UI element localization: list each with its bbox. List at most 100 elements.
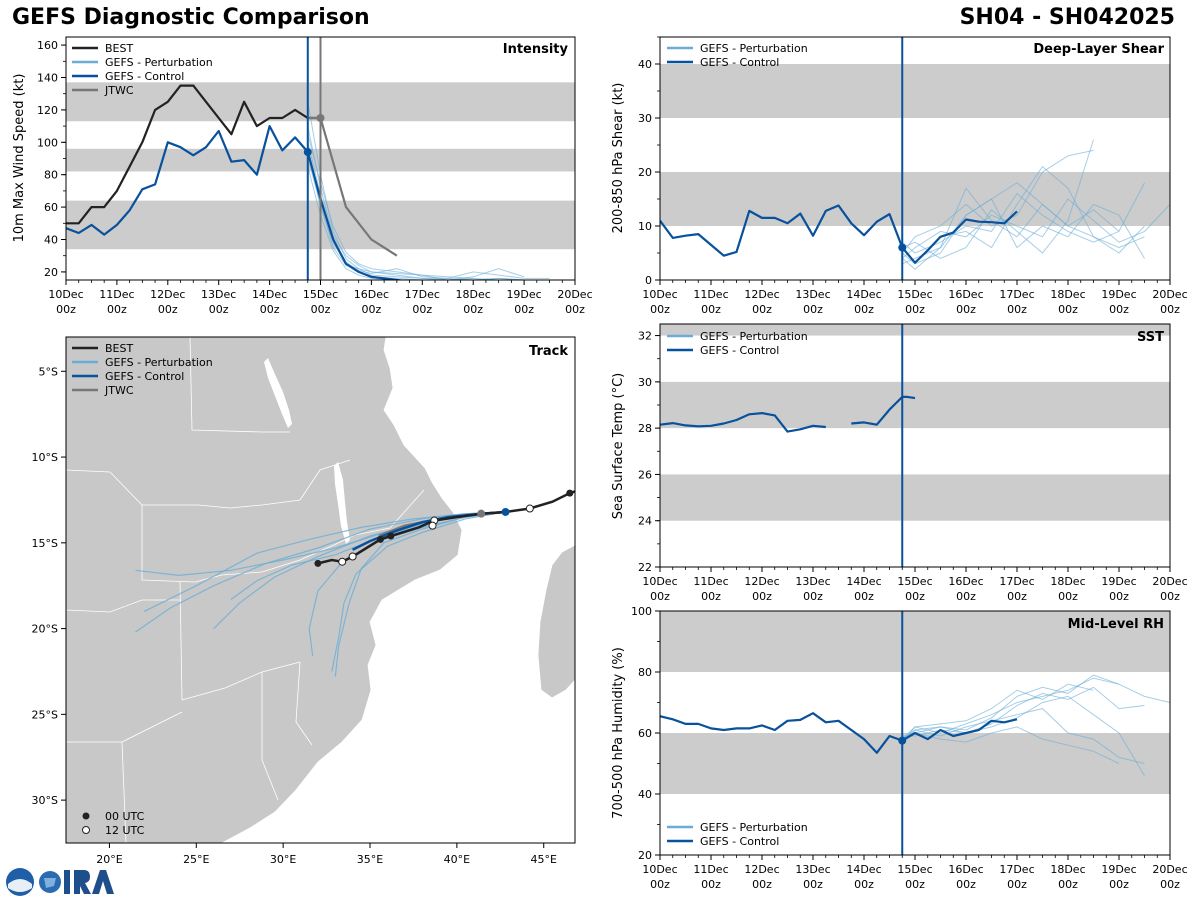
track-ytick-label: 20°S (32, 623, 58, 636)
shear-xtick-day: 11Dec (693, 288, 728, 301)
shear-xtick-hour: 00z (650, 303, 670, 316)
track-title: Track (529, 344, 568, 359)
shear-xtick-hour: 00z (1007, 303, 1027, 316)
sst-ylabel: Sea Surface Temp (°C) (611, 373, 626, 520)
shear-band-0 (660, 172, 1170, 226)
intensity-legend: BEST GEFS - Perturbation GEFS - Control … (72, 42, 213, 97)
shear-perturbation-line-1 (901, 149, 1094, 254)
sst-xtick-day: 11Dec (693, 575, 728, 588)
sst-xtick-hour: 00z (752, 590, 772, 603)
intensity-jtwc-init-marker (316, 114, 325, 122)
sst-ytick-label: 28 (638, 422, 652, 435)
intensity-xtick-day: 16Dec (354, 288, 389, 301)
intensity-xtick-day: 15Dec (303, 288, 338, 301)
shear-xtick-hour: 00z (803, 303, 823, 316)
rh-xtick-hour: 00z (803, 878, 823, 891)
shear-perturbation-line-2 (901, 198, 1170, 259)
shear-xtick-hour: 00z (956, 303, 976, 316)
shear-xtick-day: 10Dec (642, 288, 677, 301)
intensity-xtick-day: 11Dec (99, 288, 134, 301)
intensity-xtick-hour: 00z (311, 303, 331, 316)
sst-xtick-day: 20Dec (1152, 575, 1187, 588)
track-best-line (317, 490, 575, 565)
rh-xtick-day: 20Dec (1152, 863, 1187, 876)
sst-xtick-day: 12Dec (744, 575, 779, 588)
intensity-xtick-day: 20Dec (557, 288, 592, 301)
track-control-init-marker (501, 507, 510, 516)
sst-xtick-hour: 00z (956, 590, 976, 603)
legend-best-label: BEST (105, 42, 133, 55)
sst-xtick-hour: 00z (701, 590, 721, 603)
shear-xtick-day: 15Dec (897, 288, 932, 301)
sst-xtick-day: 10Dec (642, 575, 677, 588)
rh-xtick-day: 15Dec (897, 863, 932, 876)
intensity-ytick-label: 40 (44, 234, 58, 247)
track-perturbation-line-3 (331, 511, 506, 672)
shear-xtick-hour: 00z (1160, 303, 1180, 316)
legend-jtwc-label: JTWC (104, 384, 134, 397)
rh-title: Mid-Level RH (1068, 617, 1164, 632)
shear-panel: 0 10 20 30 40 10Dec 00z 11Dec 00z 12Dec 00z 13Dec 0… (611, 36, 1188, 316)
shear-xtick-day: 17Dec (999, 288, 1034, 301)
intensity-panel: 20 40 60 80 100 120 140 160 10Dec 00z 11Dec 00z 12D… (12, 36, 593, 316)
intensity-xtick-hour: 00z (565, 303, 585, 316)
sst-xtick-hour: 00z (1109, 590, 1129, 603)
shear-ytick-label: 10 (638, 220, 652, 233)
intensity-xtick-hour: 00z (412, 303, 432, 316)
track-ytick-label: 5°S (39, 365, 58, 378)
rh-xtick-hour: 00z (956, 878, 976, 891)
shear-ylabel: 200-850 hPa Shear (kt) (611, 83, 626, 234)
rh-ytick-label: 40 (638, 788, 652, 801)
legend-perturbation-label: GEFS - Perturbation (105, 56, 213, 69)
shear-xtick-hour: 00z (1058, 303, 1078, 316)
sst-xtick-day: 17Dec (999, 575, 1034, 588)
shear-legend: GEFS - Perturbation GEFS - Control (667, 42, 808, 69)
intensity-title: Intensity (503, 42, 569, 57)
track-map-frame (65, 336, 576, 844)
intensity-xtick-day: 10Dec (48, 288, 83, 301)
sst-ytick-label: 32 (638, 330, 652, 343)
intensity-ylabel: 10m Max Wind Speed (kt) (12, 74, 27, 243)
shear-xtick-hour: 00z (752, 303, 772, 316)
shear-ytick-label: 0 (645, 274, 652, 287)
intensity-ytick-label: 80 (44, 169, 58, 182)
intensity-xtick-hour: 00z (463, 303, 483, 316)
intensity-xtick-hour: 00z (56, 303, 76, 316)
sst-control-line-1 (851, 395, 916, 426)
track-best-00utc-marker (387, 532, 395, 540)
intensity-perturbation-line-0 (307, 101, 525, 280)
shear-xtick-day: 12Dec (744, 288, 779, 301)
intensity-perturbation-line-6 (307, 166, 550, 280)
track-perturbation-line-6 (334, 511, 506, 677)
intensity-xtick-hour: 00z (514, 303, 534, 316)
track-map-panel: 20°E 25°E 30°E 35°E 40°E 45°E 5°S 10°S 15°S 20°S… (32, 336, 576, 866)
rh-xtick-day: 11Dec (693, 863, 728, 876)
rh-xtick-hour: 00z (1058, 878, 1078, 891)
track-ytick-label: 25°S (32, 708, 58, 721)
sst-ytick-label: 24 (638, 515, 652, 528)
rh-xtick-hour: 00z (1160, 878, 1180, 891)
rh-init-marker (898, 736, 907, 745)
rh-ylabel: 700-500 hPa Humidity (%) (611, 647, 626, 819)
shear-xtick-hour: 00z (905, 303, 925, 316)
shear-perturbation-line-6 (902, 139, 1094, 259)
africa-landmass (66, 337, 463, 843)
shear-ytick-label: 40 (638, 58, 652, 71)
track-best-12utc-marker (428, 521, 437, 530)
sst-legend: GEFS - Perturbation GEFS - Control (667, 330, 808, 357)
cira-wordmark-shape (64, 870, 114, 894)
sst-xtick-hour: 00z (1007, 590, 1027, 603)
intensity-xtick-hour: 00z (362, 303, 382, 316)
shear-ytick-label: 30 (638, 112, 652, 125)
rh-xtick-hour: 00z (905, 878, 925, 891)
intensity-ytick-label: 120 (37, 104, 58, 117)
intensity-xtick-hour: 00z (107, 303, 127, 316)
legend-perturbation-label: GEFS - Perturbation (700, 330, 808, 343)
sst-panel: 22 24 26 28 30 32 10Dec 00z 11Dec 00z 12Dec 00z 13D… (611, 323, 1188, 603)
track-best-00utc-marker (376, 535, 384, 543)
shear-perturbation-line-0 (901, 182, 1145, 265)
lake-malawi (334, 462, 350, 544)
legend-control-label: GEFS - Control (700, 56, 779, 69)
intensity-xtick-day: 19Dec (506, 288, 541, 301)
